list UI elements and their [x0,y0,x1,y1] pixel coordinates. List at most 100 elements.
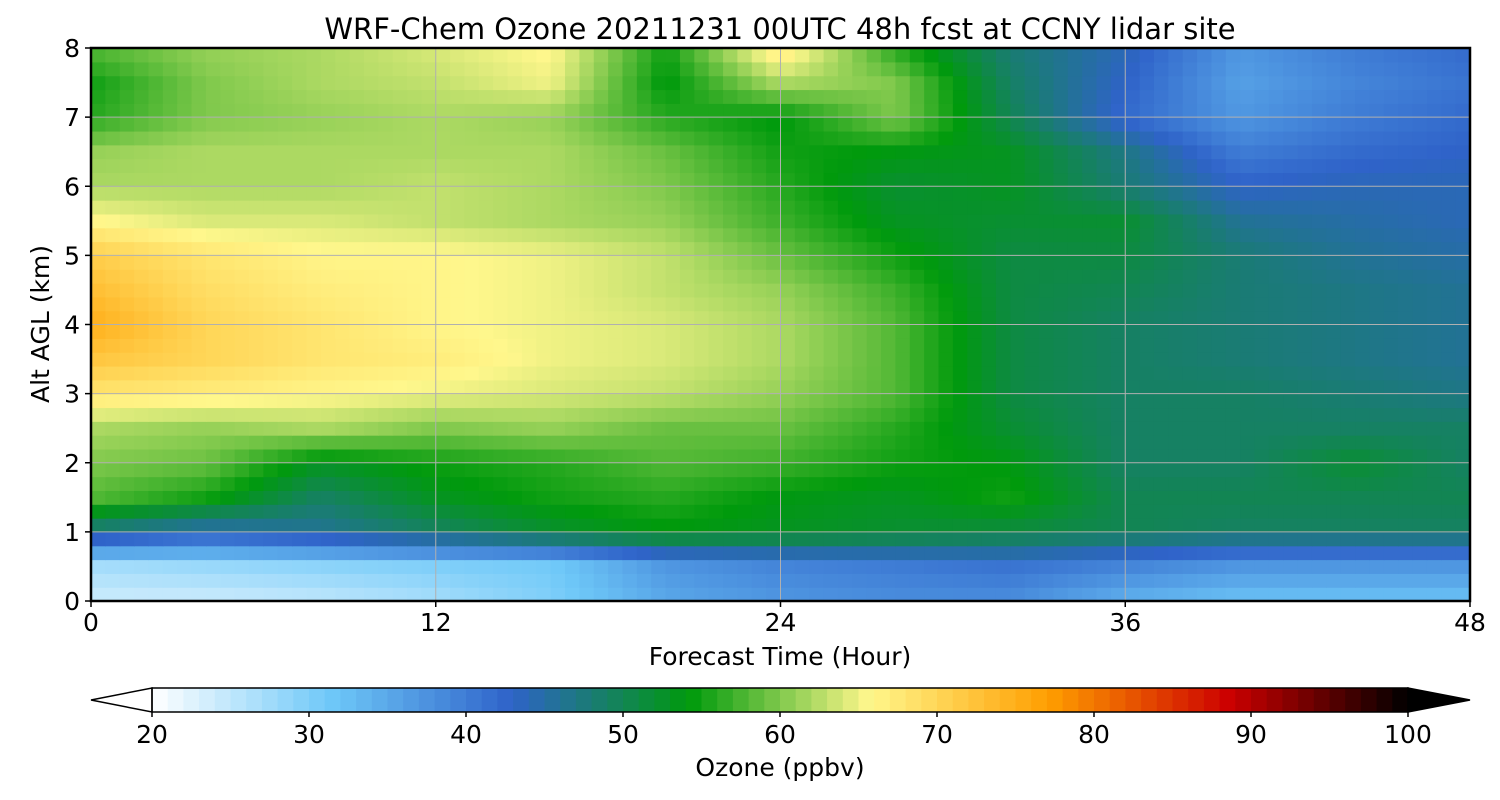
heatmap-cell [134,545,150,561]
heatmap-cell [134,559,150,574]
heatmap-cell [622,269,638,284]
heatmap-cell [148,587,164,601]
heatmap-cell [177,407,193,422]
heatmap-cell [148,448,164,464]
colorbar-segment [481,688,498,712]
heatmap-cell [938,158,954,174]
heatmap-cell [565,227,580,243]
heatmap-cell [435,269,451,284]
heatmap-cell [292,421,308,436]
heatmap-cell [320,117,336,132]
heatmap-cell [622,144,638,160]
heatmap-cell [1254,144,1270,160]
heatmap-cell [1082,559,1098,574]
heatmap-cell [550,283,566,298]
heatmap-cell [938,48,954,63]
heatmap-cell [852,269,868,284]
heatmap-cell [636,545,652,561]
heatmap-cell [909,158,925,174]
heatmap-cell [478,545,494,561]
heatmap-cell [737,338,753,353]
heatmap-cell [1168,310,1184,326]
heatmap-cell [766,186,782,201]
heatmap-cell [536,435,552,450]
heatmap-cell [478,365,494,381]
heatmap-cell [320,518,336,533]
heatmap-cell [177,283,193,298]
heatmap-cell [407,310,422,326]
heatmap-cell [205,158,221,174]
heatmap-cell [1441,283,1457,298]
heatmap-cell [292,61,308,77]
heatmap-cell [694,158,710,174]
heatmap-cell [1326,435,1342,450]
heatmap-cell [924,158,940,174]
heatmap-cell [737,117,753,132]
heatmap-cell [292,144,308,160]
heatmap-cell [1340,504,1356,519]
heatmap-cell [593,296,609,312]
heatmap-cell [565,352,580,367]
heatmap-cell [450,296,466,312]
heatmap-cell [249,504,264,519]
heatmap-cell [608,186,624,201]
heatmap-cell [1168,518,1184,533]
heatmap-cell [679,200,695,215]
heatmap-cell [536,269,552,284]
heatmap-cell [981,61,997,77]
heatmap-cell [780,255,796,270]
heatmap-cell [1240,365,1256,381]
heatmap-cell [866,213,882,229]
heatmap-cell [766,200,782,215]
heatmap-cell [91,352,106,367]
heatmap-cell [335,283,351,298]
heatmap-cell [679,61,695,77]
heatmap-cell [665,365,681,381]
heatmap-cell [507,117,523,132]
heatmap-cell [263,296,279,312]
heatmap-cell [119,379,135,395]
heatmap-cell [148,255,164,270]
heatmap-cell [622,241,638,256]
heatmap-cell [220,48,236,63]
heatmap-cell [1197,573,1213,588]
heatmap-cell [679,117,695,132]
heatmap-cell [105,158,121,174]
heatmap-cell [205,130,221,146]
heatmap-cell [550,130,566,146]
heatmap-cell [1369,435,1385,450]
heatmap-cell [191,462,207,478]
heatmap-cell [162,379,178,395]
heatmap-cell [780,407,796,422]
heatmap-cell [335,117,351,132]
heatmap-cell [823,75,839,91]
heatmap-cell [162,365,178,381]
heatmap-cell [1311,283,1327,298]
heatmap-cell [91,48,106,63]
heatmap-cell [435,158,451,174]
heatmap-cell [909,407,925,422]
heatmap-cell [1441,587,1457,601]
heatmap-cell [450,338,466,353]
heatmap-cell [1139,379,1155,395]
heatmap-cell [1024,283,1040,298]
heatmap-cell [363,227,379,243]
heatmap-cell [1311,158,1327,174]
heatmap-cell [1024,531,1040,547]
heatmap-cell [1283,518,1299,533]
heatmap-cell [148,324,164,339]
heatmap-cell [1383,48,1399,63]
heatmap-cell [881,310,897,326]
heatmap-cell [694,435,710,450]
heatmap-cell [1110,255,1126,270]
heatmap-cell [665,283,681,298]
heatmap-cell [378,476,394,491]
heatmap-cell [1082,89,1098,104]
heatmap-cell [550,352,566,367]
heatmap-cell [852,75,868,91]
heatmap-cell [1369,158,1385,174]
heatmap-cell [866,255,882,270]
heatmap-cell [794,462,810,478]
heatmap-cell [306,504,322,519]
heatmap-cell [1096,61,1112,77]
